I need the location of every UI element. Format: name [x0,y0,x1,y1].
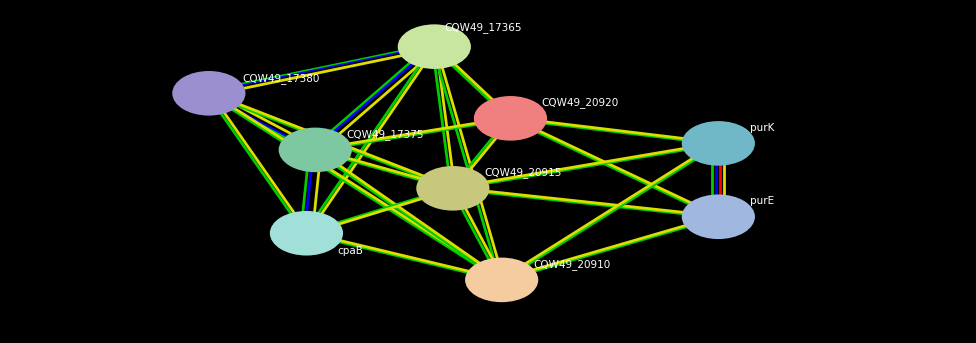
Ellipse shape [465,258,539,302]
Text: purE: purE [750,196,774,206]
Ellipse shape [681,121,755,166]
Ellipse shape [681,194,755,239]
Text: CQW49_20910: CQW49_20910 [533,259,610,270]
Text: CQW49_20915: CQW49_20915 [484,167,561,178]
Text: cpaB: cpaB [338,246,364,256]
Text: CQW49_20920: CQW49_20920 [542,97,619,108]
Ellipse shape [417,166,490,211]
Text: CQW49_17380: CQW49_17380 [242,73,319,84]
Ellipse shape [279,128,352,172]
Text: CQW49_17375: CQW49_17375 [346,129,424,140]
Ellipse shape [474,96,547,141]
Text: purK: purK [750,122,774,133]
Text: CQW49_17365: CQW49_17365 [444,22,521,33]
Ellipse shape [269,211,344,256]
Ellipse shape [173,71,246,116]
Ellipse shape [398,24,471,69]
